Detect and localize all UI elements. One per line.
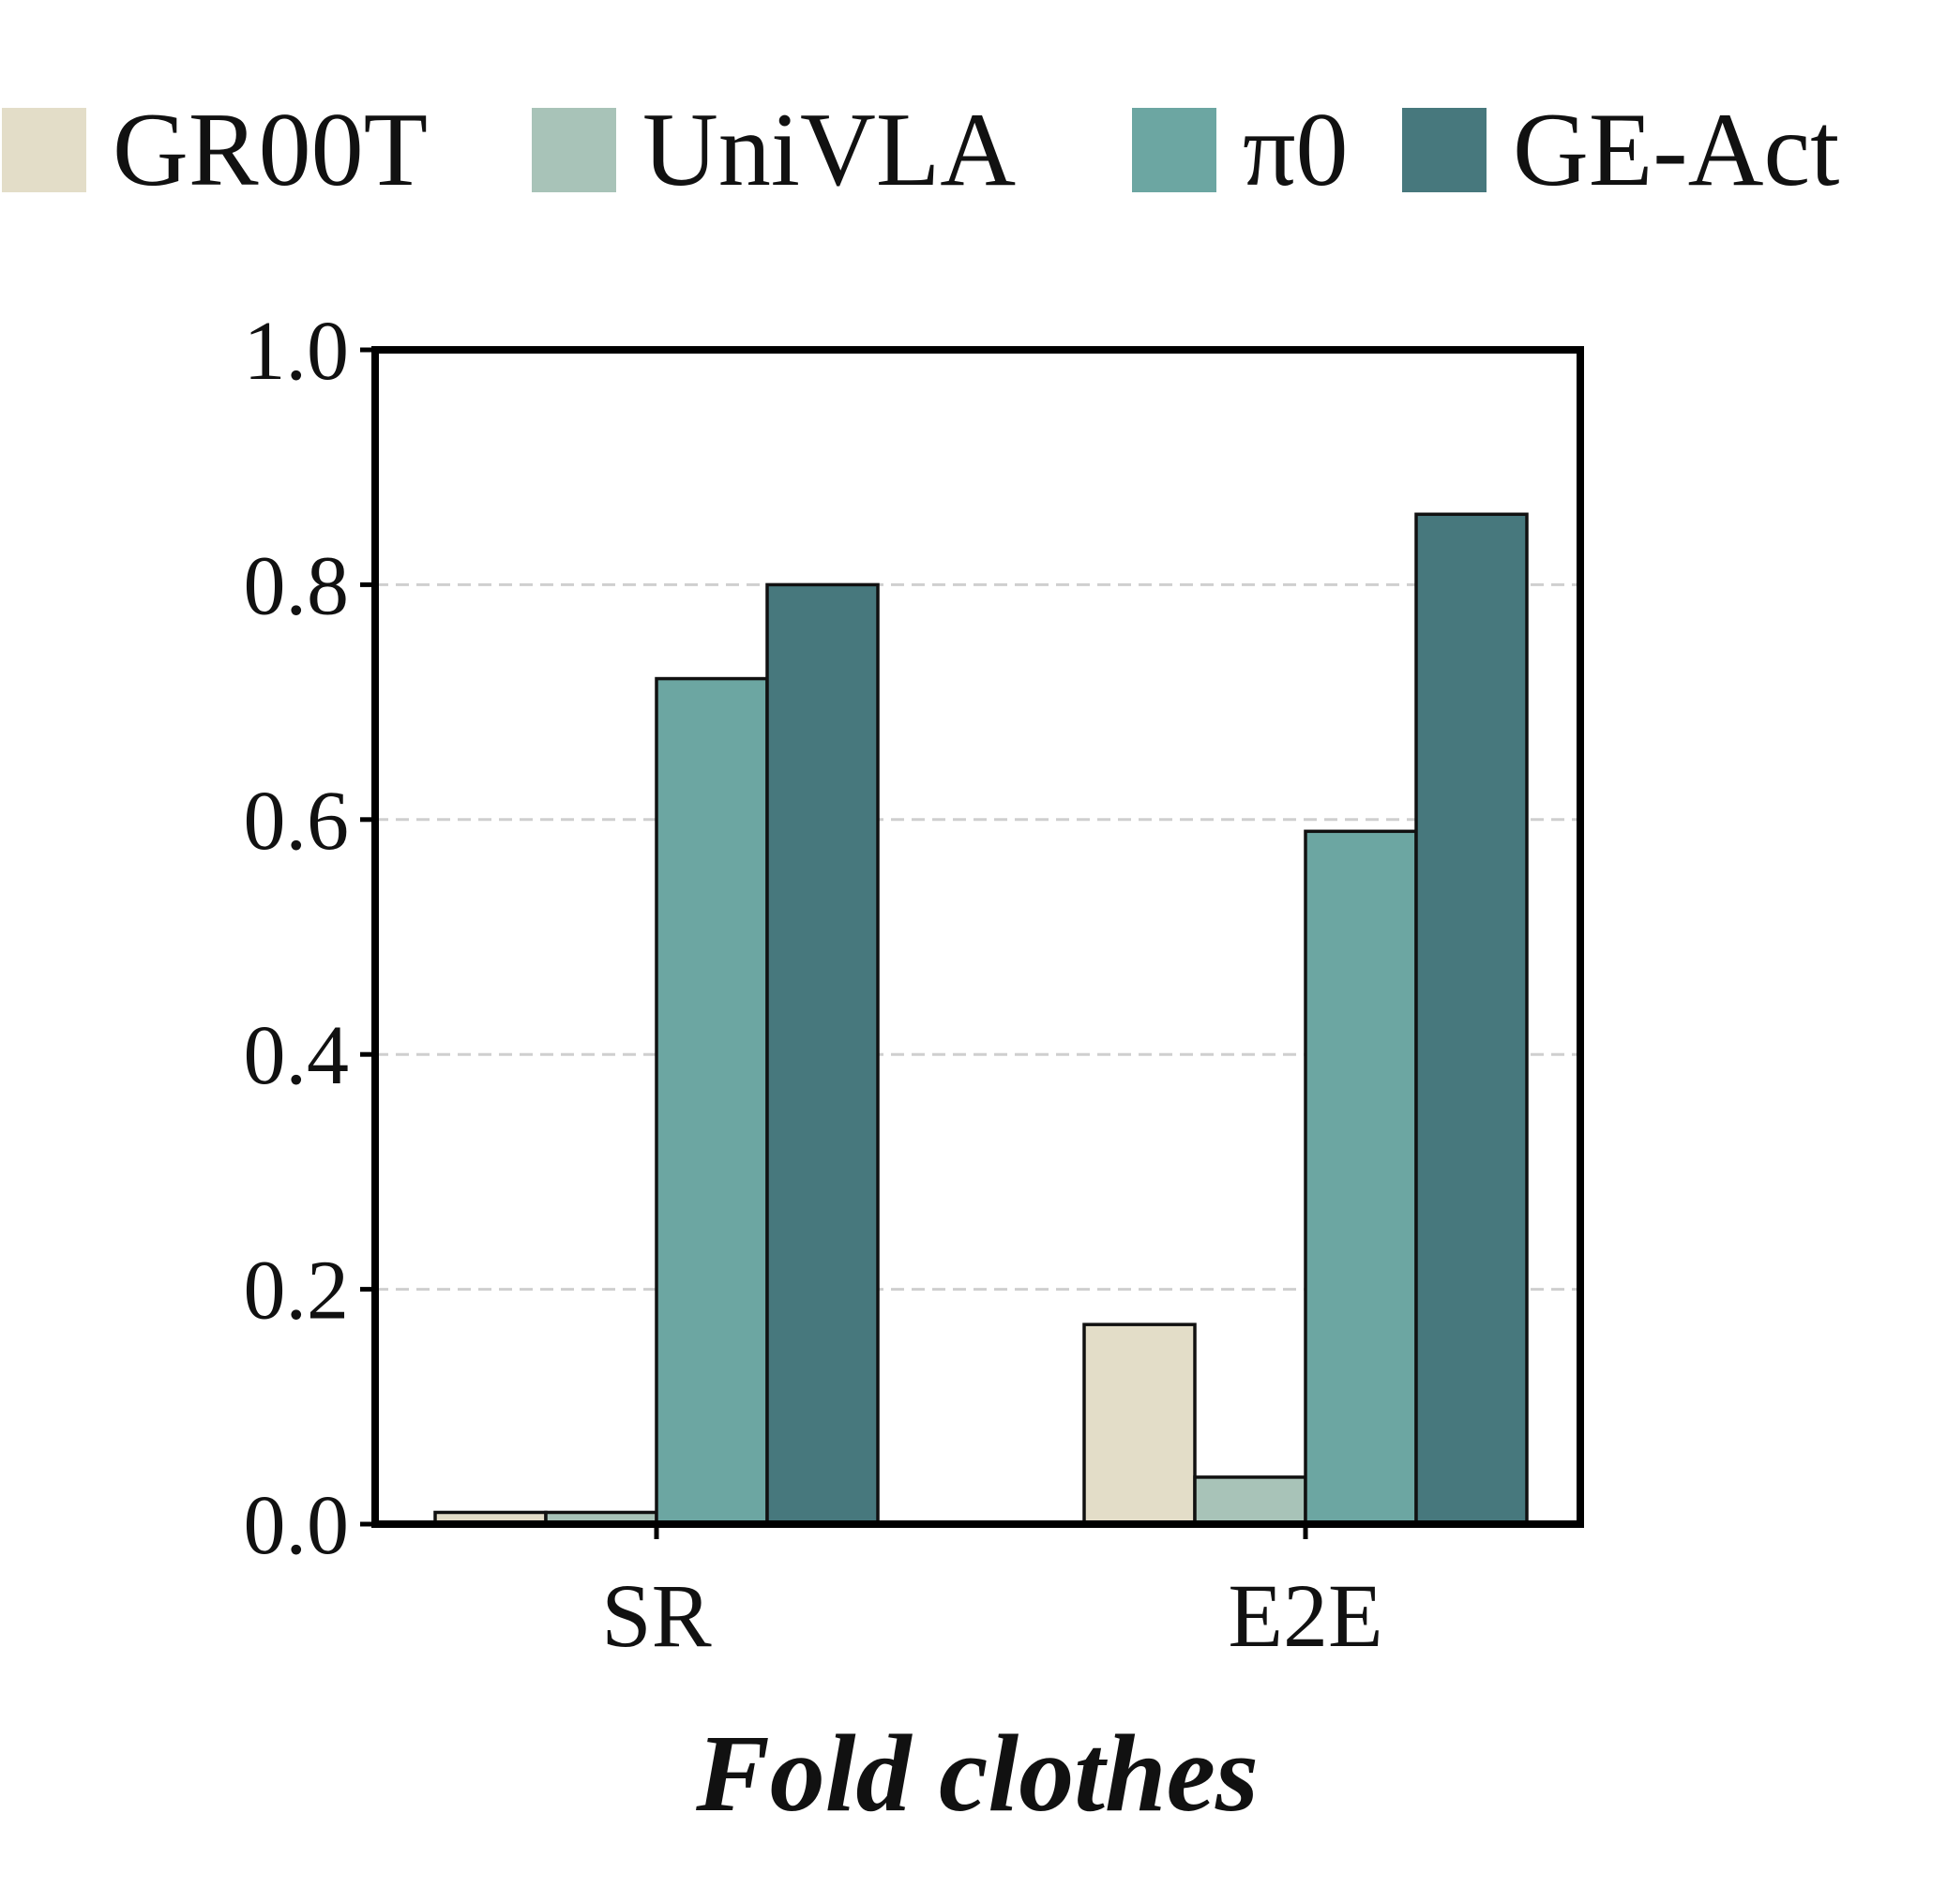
- x-tick-label: SR: [601, 1565, 711, 1666]
- y-tick-label: 0.4: [244, 1009, 350, 1102]
- legend-swatch-gr00t: [2, 108, 86, 192]
- bar-ge-act-e2e: [1414, 512, 1529, 1526]
- bar-gr00t-e2e: [1082, 1322, 1197, 1526]
- legend-label-univla: UniVLA: [642, 92, 1016, 208]
- bar-0-e2e: [1304, 829, 1418, 1526]
- chart-title: Fold clothes: [695, 1712, 1259, 1835]
- y-tick-label: 1.0: [244, 305, 350, 398]
- y-tick-label: 0.8: [244, 539, 350, 632]
- legend: GR00T UniVLA π0 GE-Act: [2, 92, 1839, 208]
- y-tick-label: 0.0: [244, 1479, 350, 1572]
- bar-univla-e2e: [1193, 1475, 1307, 1526]
- y-tick-label: 0.6: [244, 775, 350, 868]
- legend-label-0: π0: [1243, 92, 1349, 208]
- axes: 0.0 0.2 0.4 0.6 0.8 1.0: [244, 305, 1584, 1572]
- legend-swatch-0: [1132, 108, 1216, 192]
- bar-0-sr: [655, 676, 769, 1526]
- y-tick-label: 0.2: [244, 1245, 350, 1337]
- legend-label-gr00t: GR00T: [113, 92, 428, 208]
- grid-lines: [375, 582, 1580, 1292]
- bar-ge-act-sr: [765, 582, 880, 1526]
- legend-label-ge-act: GE-Act: [1513, 92, 1839, 208]
- legend-swatch-ge-act: [1402, 108, 1487, 192]
- axis-labels: SR E2E Fold clothes: [601, 1565, 1382, 1835]
- legend-swatch-univla: [532, 108, 616, 192]
- plot-frame: [371, 346, 1584, 1528]
- x-tick-label: E2E: [1228, 1565, 1382, 1666]
- bars: [433, 512, 1529, 1526]
